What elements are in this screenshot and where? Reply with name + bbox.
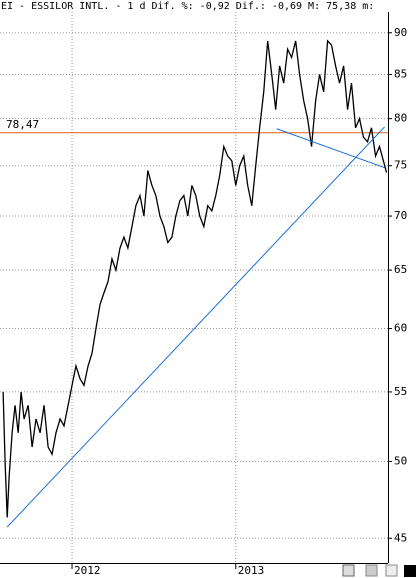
y-tick-label: 60: [394, 321, 407, 334]
price-line: [2, 39, 388, 518]
tool-button[interactable]: [404, 565, 416, 577]
tool-button[interactable]: [385, 564, 398, 577]
toolbar: [342, 564, 416, 577]
chart-title: EI - ESSILOR INTL. - 1 d Dif. %: -0,92 D…: [1, 1, 374, 12]
trend-line: [276, 128, 385, 169]
y-tick-label: 90: [394, 26, 407, 39]
y-tick-label: 70: [394, 209, 407, 222]
header-bar: [0, 0, 417, 12]
y-tick-label: 55: [394, 385, 407, 398]
y-tick-label: 85: [394, 67, 407, 80]
y-tick-label: 65: [394, 263, 407, 276]
x-tick-label: 2013: [238, 564, 264, 577]
y-tick-label: 80: [394, 112, 407, 125]
y-tick-label: 50: [394, 454, 407, 467]
horizontal-line-label: 78,47: [6, 118, 39, 131]
tool-button[interactable]: [365, 564, 378, 577]
y-tick-label: 45: [394, 531, 407, 544]
tool-button[interactable]: [342, 564, 355, 577]
trend-line: [6, 126, 385, 528]
x-tick-label: 2012: [74, 564, 101, 577]
y-tick-label: 75: [394, 159, 407, 172]
